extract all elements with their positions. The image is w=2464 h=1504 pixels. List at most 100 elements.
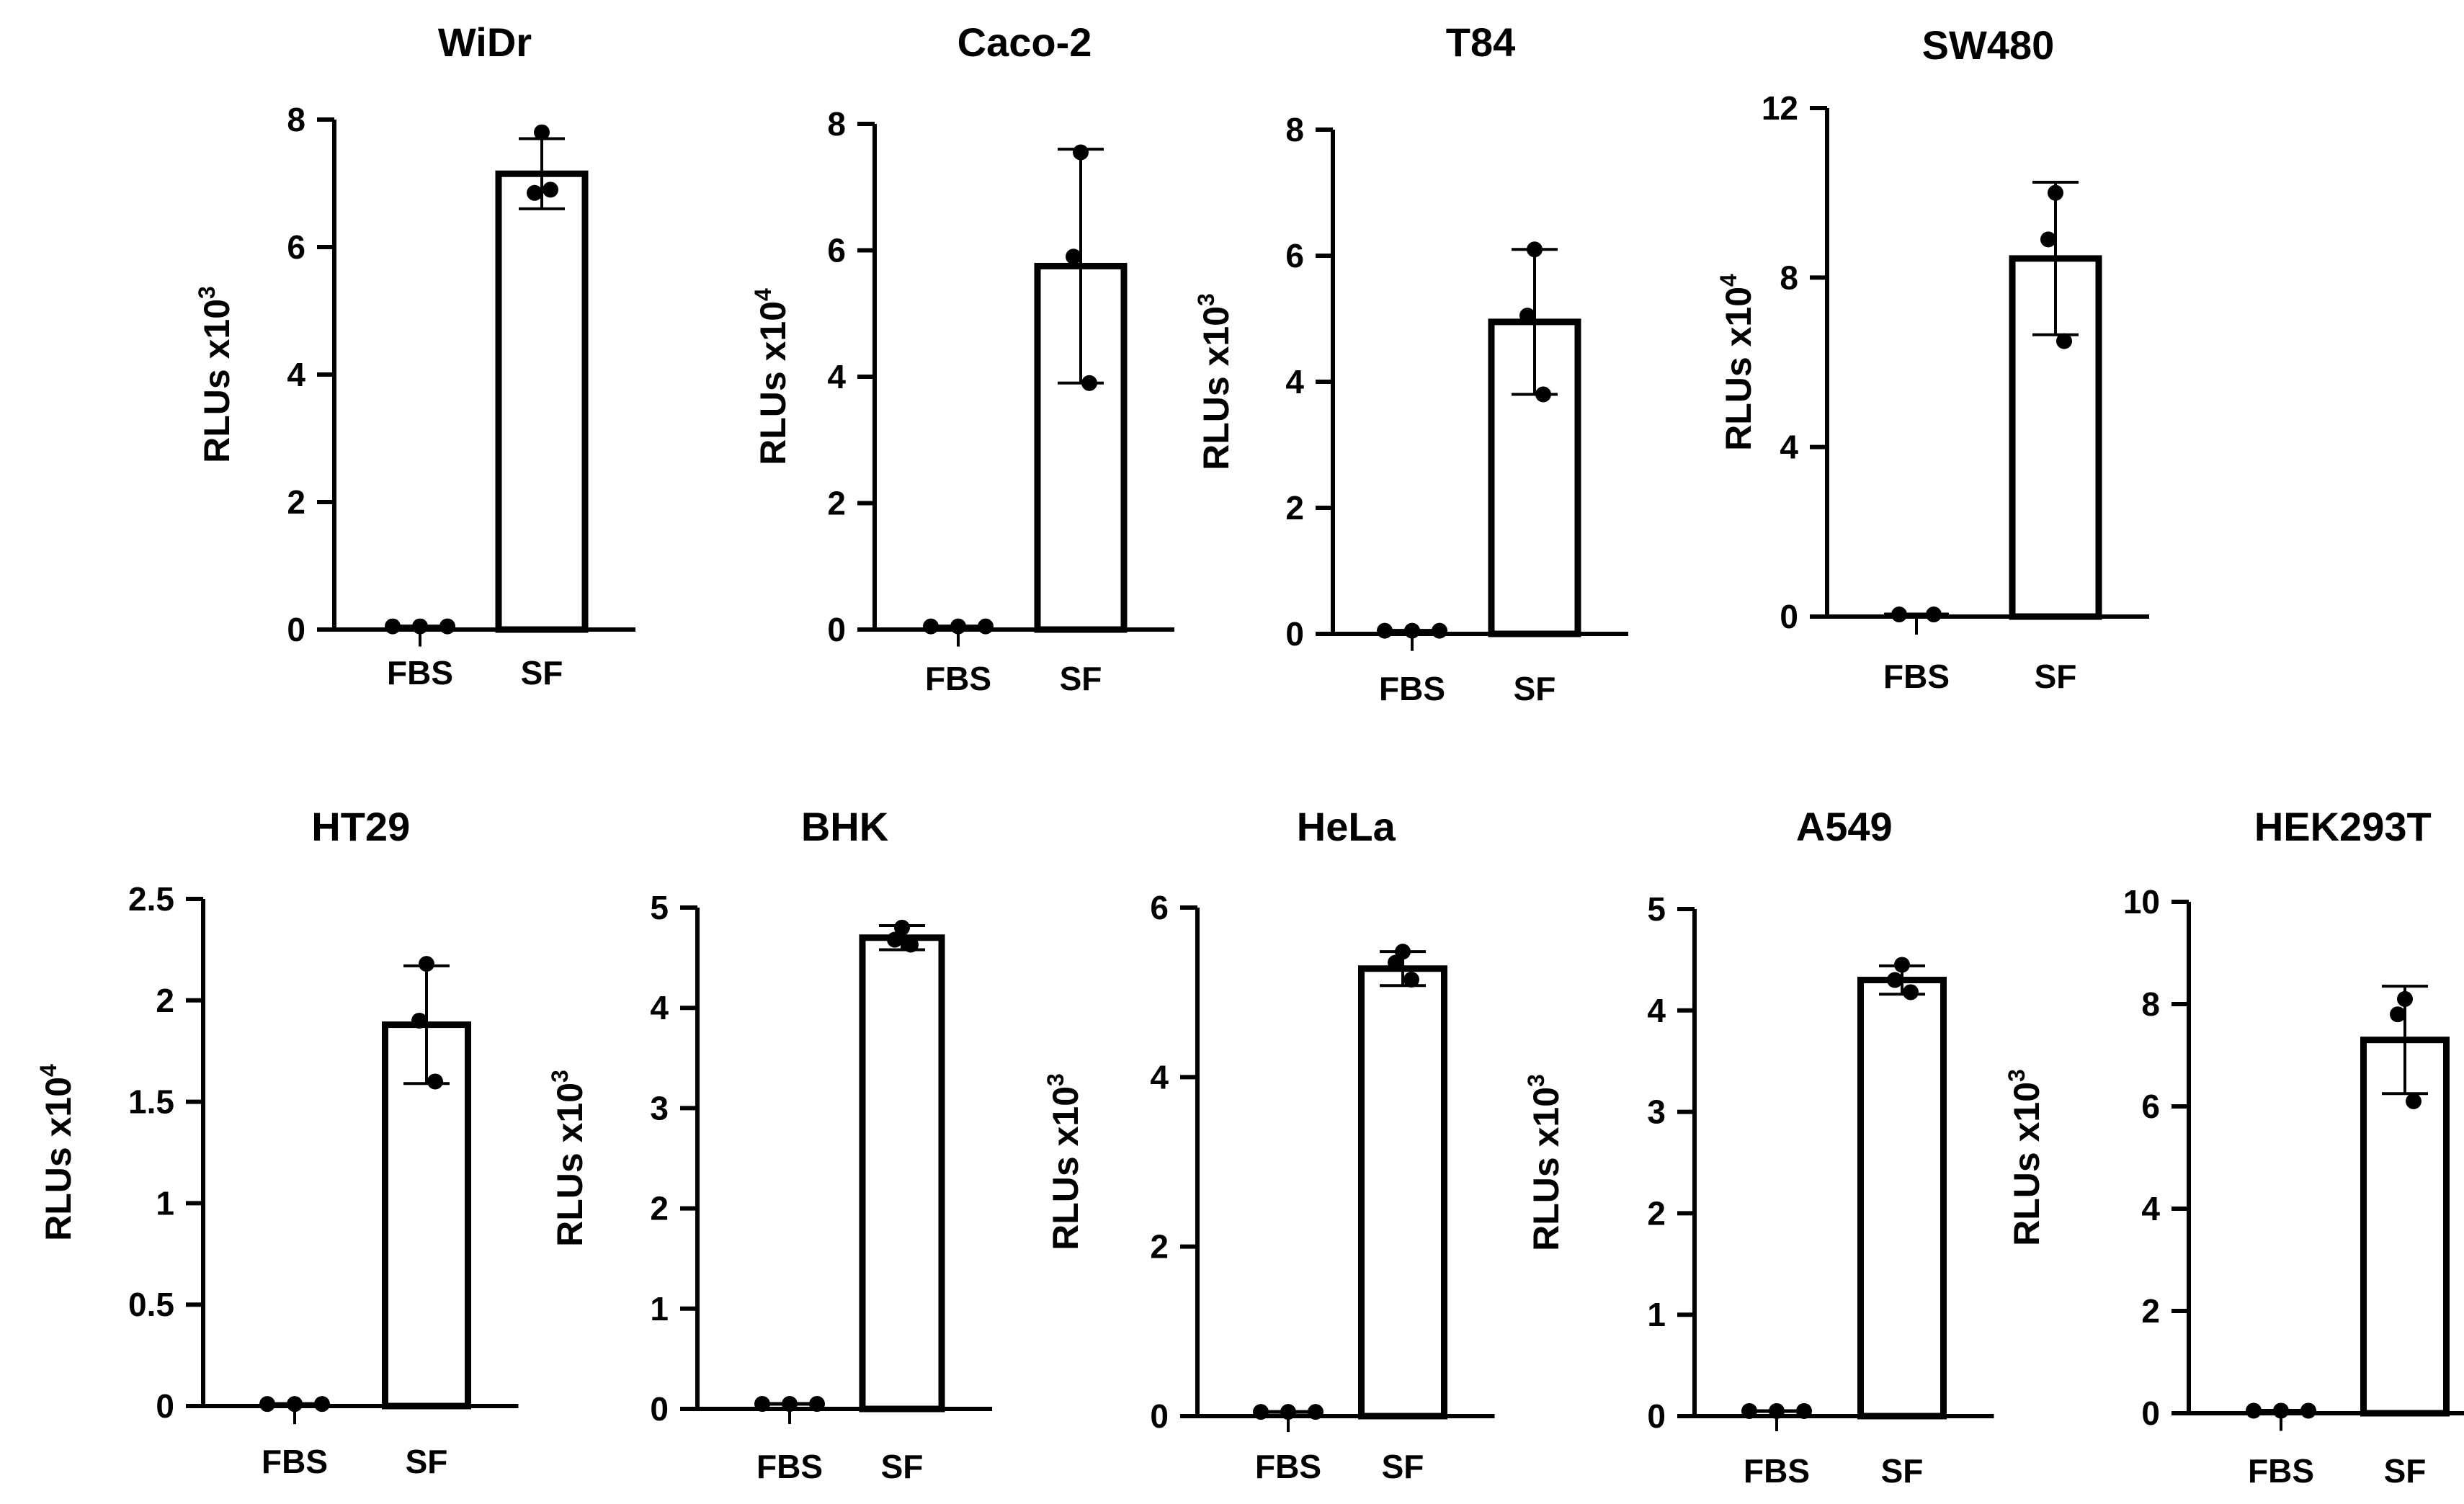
y-axis-label: RLUs x103 (1193, 293, 1236, 470)
y-tick-label: 6 (1285, 237, 1304, 274)
y-tick-label: 3 (1647, 1093, 1666, 1131)
y-tick-label: 2 (827, 485, 846, 522)
y-axis-label: RLUs x103 (1523, 1074, 1566, 1251)
y-tick-label: 1 (650, 1290, 669, 1328)
x-category-label: FBS (1379, 670, 1445, 707)
y-tick-label: 0 (1647, 1397, 1666, 1435)
y-tick-label: 4 (827, 358, 846, 395)
data-point-fbs (2300, 1402, 2316, 1419)
data-point-fbs (1741, 1402, 1757, 1419)
data-point-sf (419, 956, 434, 972)
data-point-sf (1388, 954, 1403, 971)
data-point-sf (2390, 1006, 2406, 1023)
x-category-label: SF (1881, 1452, 1924, 1490)
data-point-fbs (287, 1396, 303, 1413)
chart-title: SW480 (1922, 22, 2055, 68)
y-tick-label: 2.5 (128, 880, 174, 918)
bar-sf (859, 934, 945, 1413)
data-point-sf (543, 182, 558, 198)
y-tick-label: 6 (287, 228, 305, 266)
data-point-fbs (259, 1396, 275, 1413)
y-tick-label: 2 (1285, 489, 1304, 527)
y-tick-label: 4 (2141, 1190, 2160, 1227)
x-category-label: SF (406, 1443, 448, 1480)
y-tick-label: 0.5 (128, 1286, 174, 1323)
x-category-label: SF (521, 654, 563, 691)
data-point-sf (1073, 144, 1089, 161)
panel-t84: T84 0 2 4 6 8 RLUs x103 FBS SF (1193, 19, 1628, 707)
chart-title: HeLa (1297, 804, 1396, 849)
x-category-label: SF (2035, 658, 2077, 695)
data-point-fbs (923, 618, 939, 635)
y-tick-label: 6 (827, 232, 846, 269)
y-axis-label-exponent: 4 (35, 1064, 61, 1077)
y-axis-label-exponent: 3 (1043, 1073, 1068, 1086)
y-tick-label: 12 (1762, 89, 1798, 127)
panel-hela: HeLa 0 2 4 6 RLUs x103 FBS SF (1043, 804, 1495, 1485)
y-tick-label: 4 (1285, 363, 1304, 400)
y-tick-label: 4 (1150, 1058, 1169, 1096)
x-category-label: FBS (1883, 658, 1950, 695)
data-point-fbs (1253, 1404, 1269, 1420)
x-category-label: SF (1382, 1448, 1424, 1485)
data-point-fbs (1769, 1402, 1785, 1419)
data-point-fbs (412, 618, 428, 635)
y-tick-label: 6 (2141, 1088, 2160, 1125)
y-axis-label: RLUs x104 (35, 1064, 79, 1241)
bar-sf (1488, 318, 1581, 637)
data-point-sf (2056, 333, 2072, 349)
data-point-fbs (978, 618, 994, 635)
y-tick-label: 1.5 (128, 1083, 174, 1121)
y-tick-label: 0 (287, 611, 305, 648)
panel-ht29: HT29 0 0.5 1 1.5 2 2.5 RLUs x104 FBS SF (35, 804, 519, 1480)
data-point-fbs (439, 618, 455, 635)
y-tick-label: 0 (2141, 1395, 2160, 1432)
y-tick-label: 0 (650, 1390, 669, 1428)
y-tick-label: 8 (1285, 111, 1304, 148)
y-axis-label-exponent: 3 (1193, 293, 1219, 306)
data-point-sf (2406, 1093, 2421, 1109)
y-axis-label: RLUs x103 (194, 286, 237, 463)
y-axis-label: RLUs x103 (1043, 1073, 1086, 1250)
y-tick-label: 2 (156, 982, 174, 1019)
data-point-sf (2040, 231, 2056, 248)
y-tick-label: 0 (156, 1387, 174, 1425)
y-axis-label: RLUs x103 (547, 1070, 590, 1247)
chart-title: HEK293T (2254, 804, 2432, 849)
y-axis-label-exponent: 3 (194, 286, 220, 299)
y-tick-label: 5 (1647, 890, 1666, 928)
data-point-sf (527, 184, 543, 201)
x-category-label: SF (881, 1448, 924, 1485)
data-point-fbs (1308, 1404, 1323, 1420)
y-tick-label: 0 (1780, 598, 1798, 635)
bar-sf (1857, 977, 1947, 1420)
data-point-sf (903, 936, 919, 953)
chart-title: T84 (1446, 19, 1516, 65)
x-category-label: FBS (1744, 1452, 1810, 1490)
y-axis-label-base: RLUs x10 (1196, 306, 1236, 470)
data-point-fbs (1280, 1404, 1296, 1420)
data-point-fbs (1926, 606, 1942, 623)
data-point-sf (2397, 990, 2413, 1007)
y-tick-label: 3 (650, 1089, 669, 1127)
data-point-fbs (2246, 1402, 2262, 1419)
y-tick-label: 1 (156, 1184, 174, 1222)
y-axis-label-exponent: 3 (547, 1070, 573, 1083)
y-axis-label-base: RLUs x10 (753, 301, 793, 465)
bar-sf (495, 170, 589, 633)
y-axis-label-base: RLUs x10 (550, 1083, 590, 1247)
chart-title: Caco-2 (958, 19, 1092, 65)
y-axis-label-exponent: 3 (1523, 1074, 1549, 1087)
y-tick-label: 8 (287, 101, 305, 138)
data-point-fbs (314, 1396, 330, 1413)
data-point-sf (894, 919, 910, 936)
y-tick-label: 0 (1285, 615, 1304, 653)
data-point-sf (1066, 249, 1081, 265)
chart-title: A549 (1796, 804, 1893, 849)
data-point-fbs (1377, 622, 1393, 639)
y-axis-label-base: RLUs x10 (1045, 1086, 1086, 1250)
y-axis-label-base: RLUs x10 (1526, 1087, 1566, 1251)
